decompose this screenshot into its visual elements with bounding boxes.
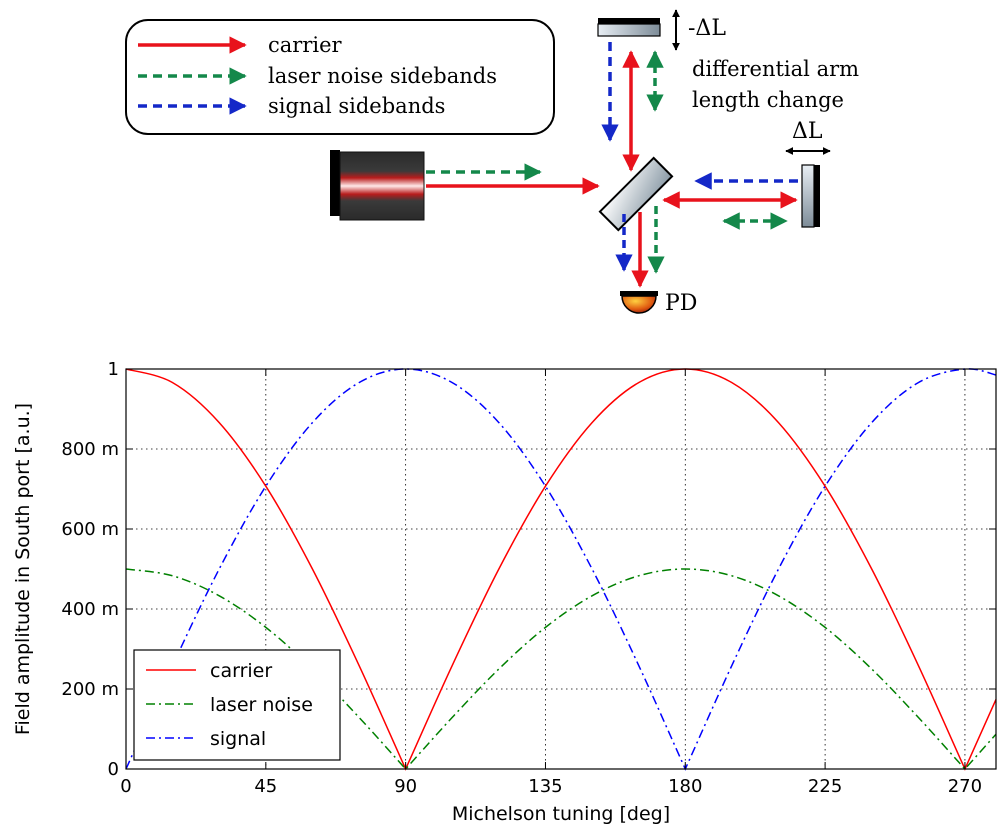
plot-legend-laser-noise-label: laser noise xyxy=(210,694,313,716)
plot-axes-frame xyxy=(125,368,997,770)
x-tick-label: 180 xyxy=(668,776,702,797)
photodiode-label: PD xyxy=(665,291,697,316)
laser-source xyxy=(330,150,425,221)
differential-label-line1: differential arm xyxy=(692,57,859,81)
plot-legend-frame xyxy=(133,649,341,761)
plot-series xyxy=(125,368,997,771)
y-tick-label: 400 m xyxy=(61,599,119,620)
photodiode xyxy=(620,291,658,314)
y-tick-label: 600 m xyxy=(61,519,119,540)
legend-carrier-label: carrier xyxy=(268,33,343,57)
plot-legend-signal-label: signal xyxy=(210,728,266,750)
plot-y-axis-label: Field amplitude in South port [a.u.] xyxy=(12,403,34,735)
y-tick-label: 0 xyxy=(108,759,119,780)
series-line-signal xyxy=(125,368,997,771)
y-tick-label: 200 m xyxy=(61,679,119,700)
optical-layout-diagram: carrier laser noise sidebands signal sid… xyxy=(125,9,859,316)
plot-legend: carrier laser noise signal xyxy=(133,649,341,761)
plot-ticks: 0 45 90 135 180 225 270 0 200 m 400 m 600 m 800 m 1 xyxy=(61,359,996,797)
legend-signal-label: signal sidebands xyxy=(268,94,445,118)
diagram-legend: carrier laser noise sidebands signal sid… xyxy=(125,19,555,135)
legend-laser-noise-label: laser noise sidebands xyxy=(268,64,497,88)
x-tick-label: 90 xyxy=(394,776,417,797)
y-tick-label: 1 xyxy=(108,359,119,380)
x-tick-label: 0 xyxy=(120,776,131,797)
series-line-carrier xyxy=(125,368,997,771)
x-tick-label: 225 xyxy=(808,776,842,797)
beam-splitter xyxy=(598,156,674,232)
x-tick-label: 135 xyxy=(528,776,562,797)
series-line-laser-noise xyxy=(125,568,997,771)
east-mirror xyxy=(801,164,820,228)
differential-label-line2: length change xyxy=(692,88,844,112)
north-mirror-label: -ΔL xyxy=(688,16,726,41)
plot-legend-carrier-label: carrier xyxy=(210,660,272,682)
east-mirror-label: ΔL xyxy=(792,119,823,144)
north-mirror xyxy=(597,18,661,37)
plot-x-axis-label: Michelson tuning [deg] xyxy=(452,803,670,825)
x-tick-label: 45 xyxy=(254,776,277,797)
x-tick-label: 270 xyxy=(948,776,982,797)
y-tick-label: 800 m xyxy=(61,439,119,460)
